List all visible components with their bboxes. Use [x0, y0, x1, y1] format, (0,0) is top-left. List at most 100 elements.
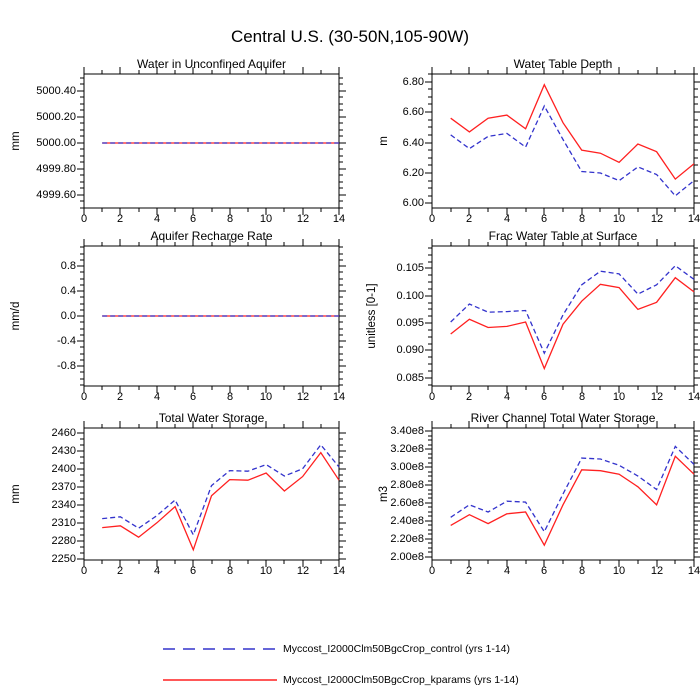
- figure-title: Central U.S. (30-50N,105-90W): [230, 27, 470, 46]
- panel-title: Aquifer Recharge Rate: [150, 229, 273, 243]
- y-tick-label: 5000.20: [36, 111, 76, 123]
- x-tick-label: 10: [259, 213, 273, 225]
- x-tick-label: 4: [153, 565, 161, 577]
- series-line-kparams: [450, 276, 695, 371]
- x-tick-label: 0: [80, 391, 88, 403]
- y-tick-label: 3.00e8: [390, 461, 424, 473]
- x-tick-label: 14: [332, 565, 346, 577]
- y-tick-label: 6.20: [402, 167, 424, 179]
- y-tick-label: 0.0: [60, 310, 76, 322]
- panel-title: Water in Unconfined Aquifer: [137, 57, 286, 71]
- x-tick-label: 8: [578, 391, 586, 403]
- x-tick-label: 10: [259, 565, 273, 577]
- x-tick-label: 12: [650, 391, 664, 403]
- y-tick-label: 2.00e8: [390, 551, 424, 563]
- series-line-control: [450, 104, 695, 197]
- y-tick-label: 5000.40: [36, 85, 76, 97]
- y-tick-label: -0.4: [57, 335, 76, 347]
- y-tick-label: 6.00: [402, 197, 424, 209]
- series-line-kparams: [450, 83, 695, 181]
- x-tick-label: 14: [332, 391, 346, 403]
- x-tick-label: 10: [612, 391, 626, 403]
- x-tick-label: 0: [80, 213, 88, 225]
- series-line-control: [102, 443, 340, 537]
- y-tick-label: 2.60e8: [390, 497, 424, 509]
- y-tick-label: 0.4: [60, 285, 76, 297]
- y-tick-label: 2.20e8: [390, 533, 424, 545]
- x-tick-label: 14: [687, 391, 700, 403]
- y-tick-label: 4999.80: [36, 163, 76, 175]
- y-tick-label: 6.40: [402, 137, 424, 149]
- x-tick-label: 8: [226, 391, 234, 403]
- x-tick-label: 12: [296, 213, 310, 225]
- x-tick-label: 12: [296, 565, 310, 577]
- x-tick-label: 2: [116, 213, 124, 225]
- x-tick-label: 4: [503, 213, 511, 225]
- y-tick-label: 2.80e8: [390, 479, 424, 491]
- x-tick-label: 8: [578, 565, 586, 577]
- x-tick-label: 8: [578, 213, 586, 225]
- y-tick-label: 0.090: [396, 344, 424, 356]
- axis-ticks: [77, 239, 346, 393]
- series-line-control: [450, 445, 695, 534]
- x-tick-label: 12: [650, 565, 664, 577]
- x-tick-label: 14: [332, 213, 346, 225]
- x-tick-label: 6: [540, 565, 548, 577]
- y-tick-label: 0.8: [60, 260, 76, 272]
- y-tick-label: 2310: [51, 517, 76, 529]
- x-tick-label: 2: [465, 391, 473, 403]
- axis-ticks: [425, 421, 700, 567]
- panel-title: Frac Water Table at Surface: [488, 229, 638, 243]
- y-tick-label: 2370: [51, 481, 76, 493]
- x-tick-label: 6: [189, 565, 197, 577]
- series-line-control: [450, 264, 695, 355]
- x-tick-label: 2: [116, 391, 124, 403]
- x-tick-label: 10: [612, 213, 626, 225]
- plot-frame: [431, 73, 695, 209]
- panel-title: Water Table Depth: [513, 57, 613, 71]
- x-tick-label: 6: [540, 391, 548, 403]
- y-tick-label: 3.20e8: [390, 443, 424, 455]
- x-tick-label: 0: [428, 565, 436, 577]
- y-axis-label: mm: [10, 484, 22, 504]
- axis-ticks: [425, 67, 700, 215]
- plot-frame: [83, 73, 340, 209]
- panel-title: Total Water Storage: [158, 411, 265, 425]
- x-tick-label: 4: [153, 391, 161, 403]
- y-tick-label: 0.095: [396, 317, 424, 329]
- panel-1: [425, 67, 700, 215]
- axis-ticks: [425, 239, 700, 393]
- panel-3: [425, 239, 700, 393]
- x-tick-label: 12: [650, 213, 664, 225]
- y-tick-label: 2250: [51, 553, 76, 565]
- x-tick-label: 6: [189, 391, 197, 403]
- y-tick-label: 2280: [51, 535, 76, 547]
- y-tick-label: 0.100: [396, 290, 424, 302]
- x-tick-label: 12: [296, 391, 310, 403]
- x-tick-label: 6: [540, 213, 548, 225]
- x-tick-label: 4: [503, 565, 511, 577]
- y-tick-label: 2460: [51, 427, 76, 439]
- panel-5: [425, 421, 700, 567]
- axis-ticks: [77, 421, 346, 567]
- x-tick-label: 6: [189, 213, 197, 225]
- y-tick-label: 2.40e8: [390, 515, 424, 527]
- x-tick-label: 0: [80, 565, 88, 577]
- x-tick-label: 4: [153, 213, 161, 225]
- x-tick-label: 8: [226, 565, 234, 577]
- x-tick-label: 10: [259, 391, 273, 403]
- y-tick-label: 2430: [51, 445, 76, 457]
- y-tick-label: 4999.60: [36, 189, 76, 201]
- y-tick-label: 0.105: [396, 262, 424, 274]
- x-tick-label: 2: [465, 213, 473, 225]
- y-tick-label: 6.60: [402, 106, 424, 118]
- x-tick-label: 8: [226, 213, 234, 225]
- x-tick-label: 14: [687, 213, 700, 225]
- panel-title: River Channel Total Water Storage: [470, 411, 656, 425]
- x-tick-label: 4: [503, 391, 511, 403]
- x-tick-label: 2: [116, 565, 124, 577]
- y-axis-label: mm/d: [10, 301, 22, 331]
- y-tick-label: 5000.00: [36, 137, 76, 149]
